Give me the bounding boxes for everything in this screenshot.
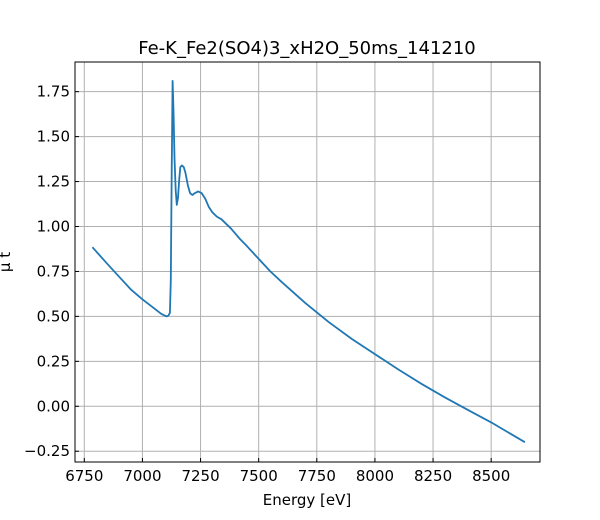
y-tick-label: 1.25 xyxy=(37,173,70,191)
plot-area-frame xyxy=(74,61,541,463)
y-tick-label: 1.75 xyxy=(37,83,70,101)
y-tick-label: 1.50 xyxy=(37,128,70,146)
grid-layer xyxy=(75,62,540,462)
x-tick-label: 7250 xyxy=(181,467,219,485)
x-tick-label: 6750 xyxy=(65,467,103,485)
x-tick-label: 7000 xyxy=(123,467,161,485)
y-tick-label: 0.75 xyxy=(37,262,70,280)
series-line xyxy=(91,80,526,443)
x-tick-label: 8250 xyxy=(414,467,452,485)
chart-title: Fe-K_Fe2(SO4)3_xH2O_50ms_141210 xyxy=(138,38,476,59)
x-axis-label: Energy [eV] xyxy=(263,491,351,509)
y-tick-label: 1.00 xyxy=(37,217,70,235)
y-tick-label: 0.00 xyxy=(37,397,70,415)
x-tick-label: 7750 xyxy=(298,467,336,485)
x-tick-label: 8500 xyxy=(472,467,510,485)
y-tick-label: 0.25 xyxy=(37,352,70,370)
x-tick-label: 7500 xyxy=(240,467,278,485)
y-tick-label: 0.50 xyxy=(37,307,70,325)
ticks-layer: 6750 7000 7250 7500 7750 8000 8250 8500 −0.25 0.0… xyxy=(24,83,510,485)
y-tick-label: −0.25 xyxy=(24,442,70,460)
y-axis-label: μ t xyxy=(0,252,14,272)
series-layer xyxy=(91,80,526,443)
x-tick-label: 8000 xyxy=(356,467,394,485)
